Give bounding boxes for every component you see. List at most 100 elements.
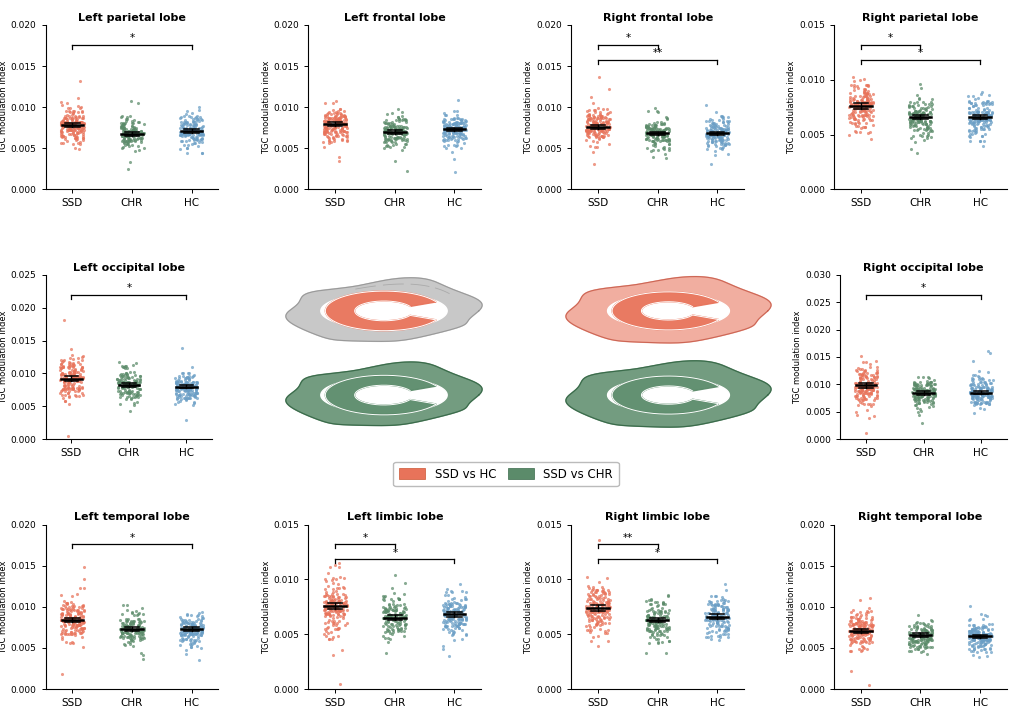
- Point: [316, 112, 333, 124]
- Point: [326, 615, 342, 627]
- Point: [585, 605, 602, 616]
- Point: [902, 641, 918, 653]
- Point: [65, 119, 81, 130]
- Point: [856, 103, 872, 114]
- Point: [125, 397, 142, 408]
- Point: [644, 151, 660, 163]
- Point: [123, 129, 140, 141]
- Point: [601, 123, 617, 134]
- Point: [120, 136, 136, 148]
- Point: [840, 625, 856, 637]
- Point: [699, 131, 715, 143]
- Point: [119, 386, 135, 398]
- Point: [324, 123, 340, 134]
- Point: [849, 101, 865, 112]
- Point: [583, 584, 600, 595]
- Point: [900, 638, 916, 650]
- Point: [324, 594, 340, 605]
- Point: [979, 391, 995, 403]
- Point: [859, 380, 876, 391]
- Title: Left frontal lobe: Left frontal lobe: [344, 13, 445, 23]
- Point: [444, 114, 460, 125]
- Point: [123, 606, 140, 618]
- Point: [601, 603, 617, 614]
- Point: [168, 376, 184, 388]
- Point: [853, 91, 869, 103]
- Point: [115, 130, 131, 141]
- Point: [909, 643, 925, 655]
- Point: [384, 604, 400, 615]
- Point: [68, 133, 84, 144]
- Point: [854, 367, 870, 378]
- Point: [654, 598, 670, 609]
- Point: [704, 115, 720, 126]
- Point: [907, 399, 923, 411]
- Point: [654, 134, 670, 146]
- Point: [398, 603, 415, 615]
- Point: [187, 125, 203, 136]
- Point: [591, 122, 608, 134]
- Point: [186, 625, 202, 636]
- Point: [708, 119, 724, 130]
- Point: [983, 96, 999, 108]
- Point: [449, 620, 465, 631]
- Point: [596, 124, 613, 135]
- Point: [906, 106, 922, 117]
- Point: [921, 122, 937, 134]
- Point: [964, 621, 981, 633]
- Point: [974, 390, 990, 401]
- Point: [124, 608, 141, 619]
- Point: [330, 623, 346, 634]
- Point: [316, 118, 333, 129]
- Point: [447, 121, 463, 133]
- Point: [710, 598, 726, 610]
- Point: [63, 124, 79, 136]
- Point: [54, 131, 70, 142]
- Point: [387, 134, 403, 145]
- Point: [640, 594, 656, 605]
- Point: [396, 125, 412, 136]
- Point: [114, 633, 130, 644]
- Point: [441, 613, 457, 624]
- Point: [123, 95, 140, 106]
- Point: [900, 108, 916, 119]
- Point: [964, 386, 981, 397]
- Point: [909, 114, 925, 125]
- Point: [118, 135, 134, 146]
- Point: [921, 379, 937, 391]
- Point: [115, 135, 131, 146]
- Point: [708, 607, 724, 618]
- Point: [389, 623, 405, 635]
- Point: [131, 389, 148, 401]
- Point: [577, 120, 593, 131]
- Point: [115, 382, 131, 393]
- Point: [457, 593, 473, 605]
- Point: [655, 130, 671, 141]
- Point: [187, 635, 203, 647]
- Point: [332, 678, 348, 689]
- Point: [319, 112, 336, 124]
- Point: [327, 123, 343, 134]
- Point: [111, 374, 127, 386]
- Point: [590, 575, 607, 587]
- Point: [841, 639, 857, 650]
- Point: [592, 110, 609, 121]
- Point: [720, 123, 736, 134]
- Point: [900, 632, 916, 643]
- Point: [582, 91, 599, 103]
- Point: [860, 99, 877, 111]
- Point: [457, 133, 473, 144]
- Point: [330, 114, 346, 125]
- Point: [452, 617, 468, 628]
- Point: [907, 107, 923, 119]
- Point: [448, 127, 464, 139]
- Point: [712, 136, 728, 147]
- Point: [451, 618, 467, 630]
- Point: [848, 614, 864, 625]
- Point: [976, 116, 992, 128]
- Point: [116, 137, 132, 149]
- Point: [853, 363, 869, 374]
- Point: [860, 632, 877, 643]
- Point: [438, 128, 454, 139]
- Point: [981, 628, 997, 640]
